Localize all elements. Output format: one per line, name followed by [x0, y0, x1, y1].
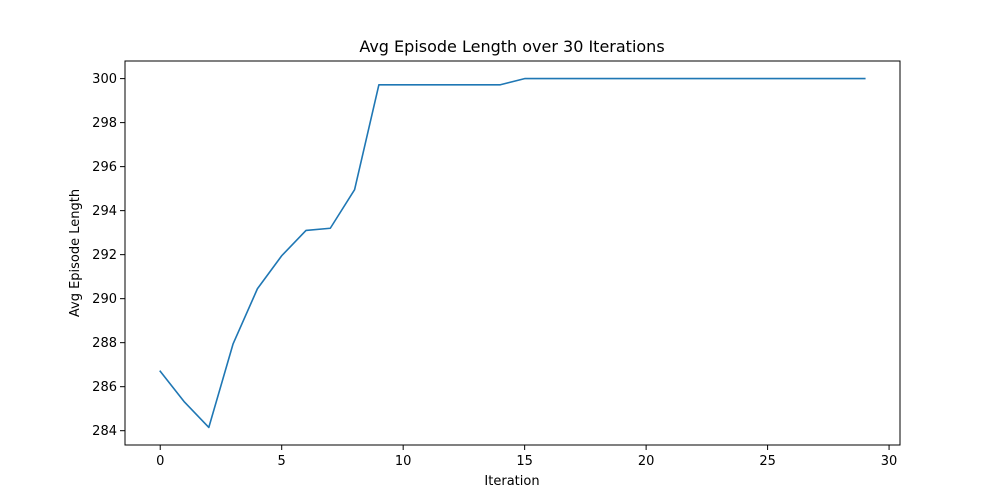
x-tick-label: 25	[759, 454, 776, 469]
y-tick-label: 292	[92, 248, 117, 263]
y-tick-label: 294	[92, 204, 117, 219]
plot-area-frame	[124, 60, 901, 446]
chart-title: Avg Episode Length over 30 Iterations	[359, 37, 664, 56]
y-tick-label: 290	[92, 292, 117, 307]
x-tick-label: 15	[516, 454, 533, 469]
series-line	[159, 77, 866, 429]
y-tick-label: 288	[92, 336, 117, 351]
y-tick-label: 284	[92, 424, 117, 439]
series-layer	[159, 77, 866, 429]
x-tick-label: 20	[638, 454, 655, 469]
x-axis-ticks: 0 5 10 15 20 25 30	[156, 445, 897, 469]
x-axis-label: Iteration	[484, 474, 539, 489]
x-tick-label: 30	[881, 454, 898, 469]
y-axis-ticks: 284 286 288 290 292 294 296 298 300	[92, 72, 125, 439]
y-axis-label: Avg Episode Length	[68, 189, 83, 317]
x-tick-label: 5	[278, 454, 286, 469]
x-tick-label: 10	[395, 454, 412, 469]
y-tick-label: 300	[92, 72, 117, 87]
y-tick-label: 296	[92, 160, 117, 175]
y-tick-label: 298	[92, 116, 117, 131]
x-tick-label: 0	[156, 454, 164, 469]
y-tick-label: 286	[92, 380, 117, 395]
